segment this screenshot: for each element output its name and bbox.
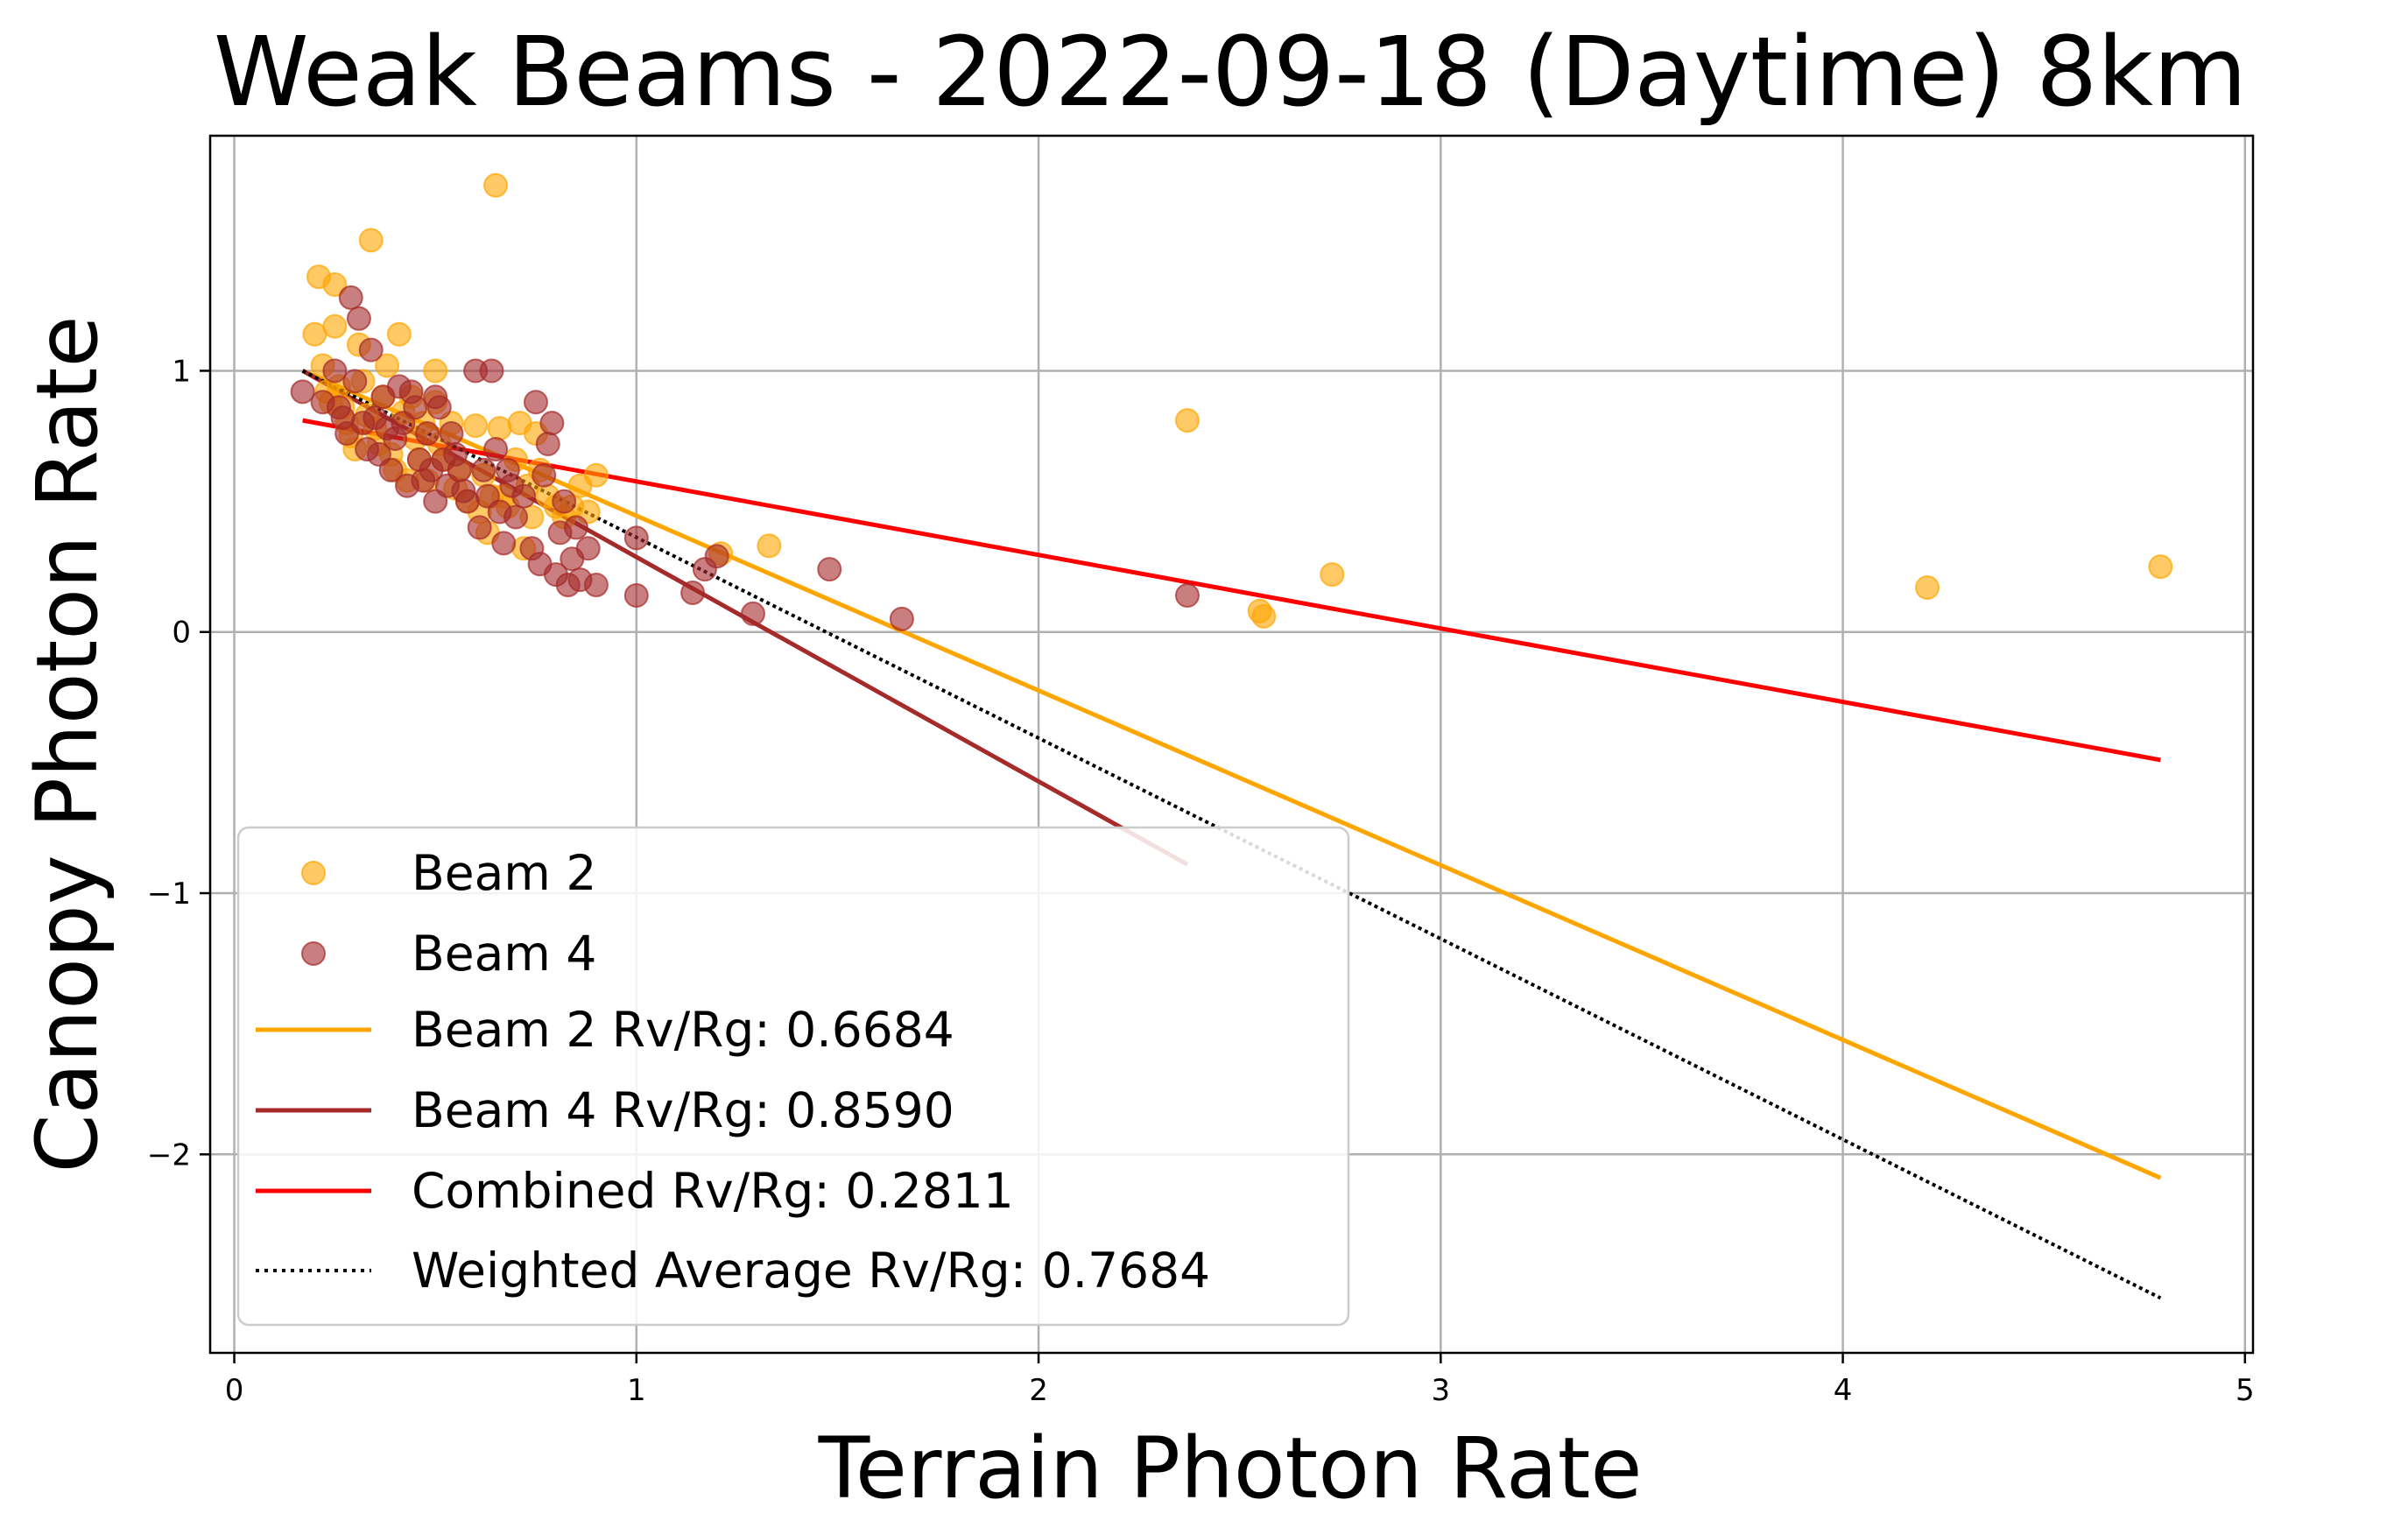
beam-4-point: [358, 337, 384, 363]
y-axis-label: Canopy Photon Rate: [18, 315, 116, 1172]
beam-4-point: [454, 489, 480, 514]
beam-4-point: [378, 457, 404, 482]
legend-marker-beam-2: [301, 861, 326, 885]
legend-box: [236, 826, 1350, 1327]
beam-4-point: [532, 462, 557, 488]
beam-4-point: [575, 536, 601, 561]
beam-4-point: [338, 285, 363, 310]
x-tick-label: 1: [627, 1373, 646, 1408]
legend-label-beam-2-fit: Beam 2 Rv/Rg: 0.6684: [412, 1002, 954, 1058]
beam-4-point: [740, 601, 765, 626]
legend: Beam 2 Beam 4 Beam 2 Rv/Rg: 0.6684 Beam …: [236, 826, 1350, 1327]
x-tick-label: 5: [2235, 1373, 2255, 1408]
beam-2-point: [487, 416, 512, 441]
beam-4-point: [523, 390, 548, 415]
legend-marker-beam-4: [301, 941, 326, 966]
beam-2-point: [463, 413, 489, 439]
legend-label-beam-4: Beam 4: [412, 926, 596, 982]
beam-4-point: [539, 411, 565, 436]
beam-2-point: [483, 173, 509, 198]
beam-4-point: [680, 580, 706, 605]
beam-4-point: [483, 436, 509, 461]
beam-2-point: [2148, 554, 2173, 580]
beam-4-point: [403, 395, 428, 420]
legend-label-combined-fit: Combined Rv/Rg: 0.2811: [412, 1163, 1014, 1219]
beam-2-point: [583, 462, 609, 488]
beam-2-point: [1320, 562, 1345, 588]
beam-4-point: [414, 421, 440, 447]
beam-4-point: [1174, 582, 1200, 608]
scatter-points: [290, 173, 2173, 631]
beam-4-point: [471, 457, 496, 482]
beam-2-point: [757, 533, 782, 559]
beam-4-point: [583, 573, 609, 598]
x-axis-label: Terrain Photon Rate: [818, 1419, 1643, 1517]
x-tick-label: 3: [1431, 1373, 1450, 1408]
beam-4-point: [290, 379, 315, 405]
chart-title: Weak Beams - 2022-09-18 (Daytime) 8km: [214, 16, 2247, 128]
y-tick-label: −1: [147, 877, 191, 912]
beam-4-point: [491, 531, 517, 556]
beam-2-point: [1915, 575, 1940, 601]
x-tick-label: 0: [225, 1373, 244, 1408]
x-tick-label: 2: [1029, 1373, 1048, 1408]
beam-2-point: [423, 358, 448, 384]
axis-ticks: 0 1 2 3 4 5 −2 −1 0 1: [147, 354, 2255, 1408]
beam-4-point: [426, 395, 452, 420]
beam-4-point: [447, 457, 472, 482]
beam-2-point: [1251, 603, 1277, 629]
beam-4-point: [623, 582, 649, 608]
beam-4-point: [342, 369, 368, 394]
beam-2-point: [1174, 408, 1200, 433]
beam-2-point: [386, 321, 412, 347]
beam-4-point: [322, 358, 348, 384]
y-tick-label: 0: [172, 616, 191, 651]
legend-label-beam-2: Beam 2: [412, 845, 596, 901]
legend-label-weighted-average: Weighted Average Rv/Rg: 0.7684: [412, 1243, 1210, 1299]
beam-4-point: [817, 557, 842, 582]
plot-area-frame: [208, 134, 2255, 1355]
legend-label-beam-4-fit: Beam 4 Rv/Rg: 0.8590: [412, 1082, 954, 1138]
beam-2-point: [358, 228, 384, 253]
beam-4-point: [552, 489, 577, 514]
beam-4-point: [704, 544, 729, 569]
y-tick-label: 1: [172, 354, 191, 389]
beam-4-point: [439, 421, 464, 447]
beam-4-point: [511, 483, 537, 509]
beam-4-point: [889, 606, 914, 631]
beam-4-point: [467, 515, 492, 540]
combined-fit-line: [302, 418, 2161, 763]
x-tick-label: 4: [1834, 1373, 1853, 1408]
y-tick-label: −2: [147, 1137, 191, 1172]
beam-4-point: [503, 504, 529, 530]
beam-2-fit-line: [301, 369, 2162, 1180]
beam-4-point: [535, 431, 560, 456]
beam-4-point: [479, 358, 504, 384]
beam-4-point: [563, 515, 588, 540]
beam-2-point: [375, 353, 400, 378]
beam-4-point: [623, 525, 649, 551]
beam-4-point: [346, 306, 371, 331]
beam-2-point: [322, 313, 348, 339]
beam-2-point: [322, 272, 348, 298]
